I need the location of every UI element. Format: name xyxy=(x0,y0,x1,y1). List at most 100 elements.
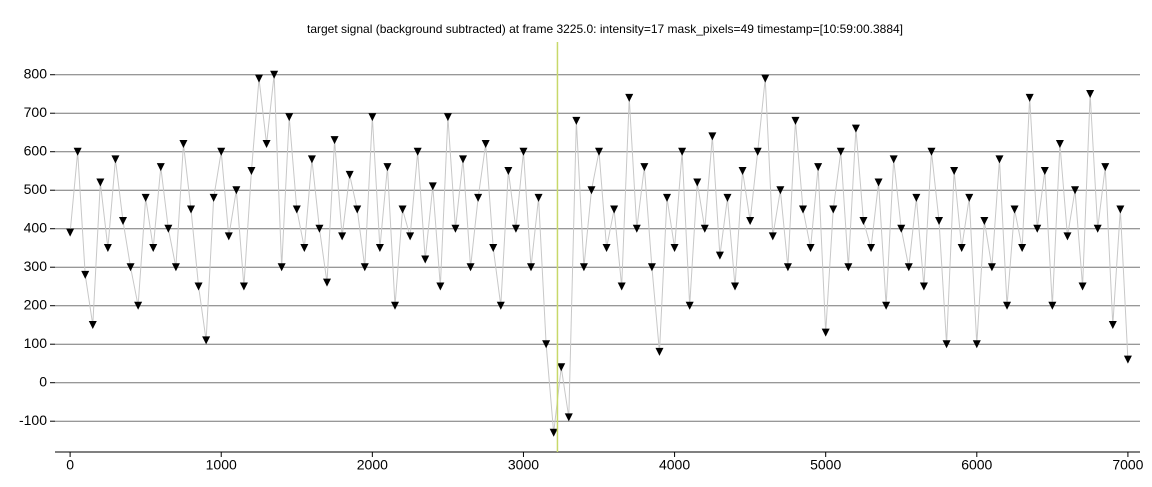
marker xyxy=(270,70,279,79)
marker xyxy=(217,147,226,156)
marker xyxy=(693,178,702,187)
series-line xyxy=(69,74,1129,433)
marker xyxy=(149,243,158,252)
marker xyxy=(889,155,898,164)
marker xyxy=(126,263,135,272)
marker xyxy=(232,186,241,195)
marker xyxy=(338,232,347,241)
y-tick-label: 700 xyxy=(24,104,48,120)
marker xyxy=(391,301,400,310)
marker xyxy=(655,347,664,356)
marker xyxy=(330,136,339,145)
marker xyxy=(647,263,656,272)
y-tick-label: 400 xyxy=(24,219,48,235)
marker xyxy=(814,163,823,172)
marker xyxy=(587,186,596,195)
marker xyxy=(156,163,165,172)
marker xyxy=(617,282,626,291)
y-tick-label: 100 xyxy=(24,335,48,351)
marker xyxy=(950,166,959,175)
marker xyxy=(383,163,392,172)
marker xyxy=(897,224,906,233)
chart-title: target signal (background subtracted) at… xyxy=(307,22,903,36)
marker xyxy=(738,166,747,175)
marker xyxy=(912,193,921,202)
marker xyxy=(141,193,150,202)
marker xyxy=(489,243,498,252)
marker xyxy=(496,301,505,310)
marker xyxy=(103,243,112,252)
marker xyxy=(836,147,845,156)
marker xyxy=(527,263,536,272)
marker xyxy=(466,263,475,272)
marker xyxy=(564,413,573,422)
marker xyxy=(406,232,415,241)
marker xyxy=(851,124,860,133)
marker xyxy=(519,147,528,156)
marker xyxy=(164,224,173,233)
marker xyxy=(224,232,233,241)
marker xyxy=(504,166,513,175)
marker xyxy=(428,182,437,191)
marker xyxy=(919,282,928,291)
marker xyxy=(285,113,294,122)
y-tick-label: 200 xyxy=(24,296,48,312)
marker xyxy=(844,263,853,272)
marker xyxy=(746,217,755,226)
marker xyxy=(368,113,377,122)
marker xyxy=(111,155,120,164)
marker xyxy=(534,193,543,202)
marker xyxy=(610,205,619,214)
marker xyxy=(1071,186,1080,195)
marker xyxy=(323,278,332,287)
marker xyxy=(882,301,891,310)
marker xyxy=(413,147,422,156)
y-tick-label: 500 xyxy=(24,181,48,197)
marker xyxy=(549,428,558,437)
marker xyxy=(572,116,581,125)
marker xyxy=(1010,205,1019,214)
marker xyxy=(980,217,989,226)
marker xyxy=(670,243,679,252)
marker xyxy=(867,243,876,252)
marker xyxy=(1048,301,1057,310)
marker xyxy=(81,270,90,279)
marker xyxy=(685,301,694,310)
marker xyxy=(451,224,460,233)
marker xyxy=(1108,320,1117,329)
marker xyxy=(542,340,551,349)
marker xyxy=(557,363,566,372)
y-tick-label: 600 xyxy=(24,142,48,158)
marker xyxy=(1086,89,1095,98)
marker xyxy=(904,263,913,272)
marker xyxy=(209,193,218,202)
marker xyxy=(247,166,256,175)
marker xyxy=(987,263,996,272)
marker xyxy=(640,163,649,172)
x-tick-label: 7000 xyxy=(1112,457,1143,473)
marker xyxy=(791,116,800,125)
x-tick-label: 0 xyxy=(66,457,74,473)
y-tick-label: 0 xyxy=(39,373,47,389)
marker xyxy=(806,243,815,252)
marker xyxy=(398,205,407,214)
marker xyxy=(292,205,301,214)
marker xyxy=(821,328,830,337)
marker xyxy=(972,340,981,349)
x-tick-label: 2000 xyxy=(357,457,388,473)
marker xyxy=(119,217,128,226)
marker xyxy=(255,74,264,83)
marker xyxy=(678,147,687,156)
x-tick-label: 5000 xyxy=(810,457,841,473)
marker xyxy=(262,140,271,149)
marker xyxy=(345,170,354,179)
marker xyxy=(443,113,452,122)
marker xyxy=(753,147,762,156)
marker xyxy=(459,155,468,164)
marker xyxy=(602,243,611,252)
marker xyxy=(88,320,97,329)
marker xyxy=(1116,205,1125,214)
marker xyxy=(799,205,808,214)
